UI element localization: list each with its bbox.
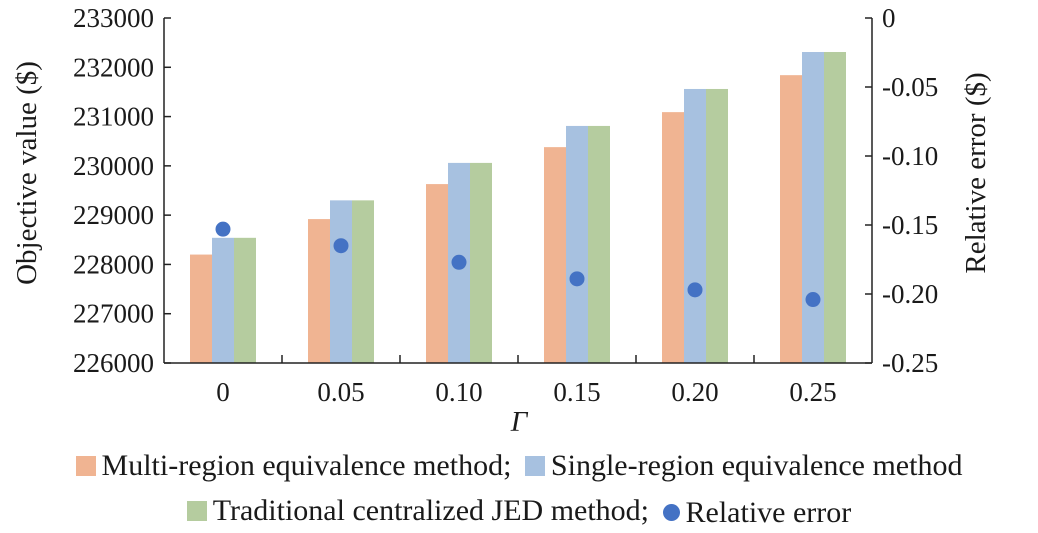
legend-marker-relative-error	[662, 504, 680, 521]
bar-traditional-centralized-jed-method-0.15	[588, 125, 610, 363]
bar-traditional-centralized-jed-method-0.20	[706, 88, 728, 363]
right-tick-label: -0.15	[882, 210, 938, 240]
right-axis-ticks: -0.25 -0.20 -0.15 -0.10 -0.05 0	[865, 3, 938, 378]
bar-single-region-equivalence-method-0.20	[684, 88, 706, 363]
legend-label: Single-region equivalence method	[550, 449, 963, 482]
right-tick-label: 0	[882, 3, 896, 33]
relative-error-point-0.25	[805, 292, 821, 308]
bar-traditional-centralized-jed-method-0.05	[352, 200, 374, 363]
left-tick-label: 227000	[73, 299, 154, 329]
bar-single-region-equivalence-method-0	[212, 237, 234, 363]
bar-multi-region-equivalence-method-0.20	[662, 112, 684, 363]
relative-error-point-0	[215, 221, 231, 237]
bar-multi-region-equivalence-method-0.25	[780, 75, 802, 364]
left-tick-label: 231000	[73, 102, 154, 132]
relative-error-point-0.15	[569, 271, 585, 287]
x-tick-label: 0.15	[553, 377, 600, 407]
x-axis-ticks: 0 0.05 0.10 0.15 0.20 0.25	[216, 355, 837, 407]
bar-single-region-equivalence-method-0.05	[330, 200, 352, 363]
legend-label: Multi-region equivalence method;	[101, 449, 512, 482]
left-tick-label: 228000	[73, 249, 154, 279]
bar-single-region-equivalence-method-0.25	[802, 52, 824, 363]
relative-error-point-0.05	[333, 238, 349, 254]
right-tick-label: -0.10	[882, 141, 938, 171]
x-tick-label: 0.20	[671, 377, 718, 407]
left-axis-ticks: 226000 227000 228000 229000 230000 231000 2320…	[73, 3, 171, 378]
bar-multi-region-equivalence-method-0	[190, 254, 212, 363]
relative-error-point-0.10	[451, 254, 467, 270]
legend: Multi-region equivalence method; Single-…	[0, 448, 1038, 485]
legend-item-traditional-jed: Traditional centralized JED method;	[186, 493, 655, 529]
legend-row-2: Traditional centralized JED method; Rela…	[0, 493, 1038, 531]
left-tick-label: 233000	[73, 3, 154, 33]
bars-layer	[190, 52, 846, 364]
y2-axis-title: Relative error ($)	[960, 72, 992, 273]
legend-swatch-single-region	[524, 456, 545, 476]
bar-traditional-centralized-jed-method-0.25	[824, 52, 846, 363]
x-tick-label: 0.25	[789, 377, 836, 407]
legend-label: Relative error	[685, 495, 852, 529]
right-tick-label: -0.20	[882, 279, 938, 309]
bar-single-region-equivalence-method-0.15	[566, 125, 588, 363]
legend-swatch-multi-region	[75, 456, 96, 476]
bar-traditional-centralized-jed-method-0	[234, 237, 256, 363]
legend-item-single-region: Single-region equivalence method	[524, 448, 963, 484]
axes	[163, 18, 873, 364]
x-tick-label: 0.05	[317, 377, 364, 407]
relative-error-point-0.20	[687, 282, 703, 298]
x-tick-label: 0.10	[435, 377, 482, 407]
legend-swatch-traditional-jed	[186, 501, 207, 521]
left-tick-label: 232000	[73, 52, 154, 82]
bar-multi-region-equivalence-method-0.05	[308, 219, 330, 363]
legend-item-relative-error: Relative error	[662, 495, 852, 531]
legend-label: Traditional centralized JED method;	[212, 494, 650, 527]
left-tick-label: 229000	[73, 200, 154, 230]
bar-multi-region-equivalence-method-0.10	[426, 184, 448, 363]
y-axis-title: Objective value ($)	[11, 61, 43, 285]
right-tick-label: -0.05	[882, 72, 938, 102]
left-tick-label: 226000	[73, 348, 154, 378]
right-tick-label: -0.25	[882, 348, 938, 378]
x-axis-title: Γ	[510, 406, 529, 438]
legend-item-multi-region: Multi-region equivalence method;	[75, 448, 518, 484]
x-tick-label: 0	[216, 377, 230, 407]
relative-error-points	[215, 221, 821, 308]
bar-traditional-centralized-jed-method-0.10	[470, 162, 492, 363]
bar-multi-region-equivalence-method-0.15	[544, 147, 566, 363]
left-tick-label: 230000	[73, 151, 154, 181]
